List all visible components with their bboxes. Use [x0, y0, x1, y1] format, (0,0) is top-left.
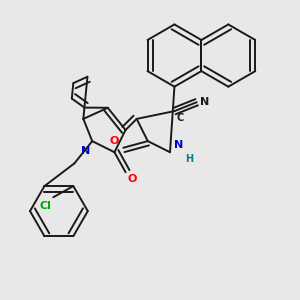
Text: Cl: Cl	[39, 200, 51, 211]
Text: O: O	[128, 174, 137, 184]
Text: N: N	[174, 140, 184, 150]
Text: C: C	[177, 113, 184, 123]
Text: H: H	[186, 154, 194, 164]
Text: O: O	[110, 136, 119, 146]
Text: N: N	[200, 97, 209, 107]
Text: N: N	[81, 146, 90, 156]
